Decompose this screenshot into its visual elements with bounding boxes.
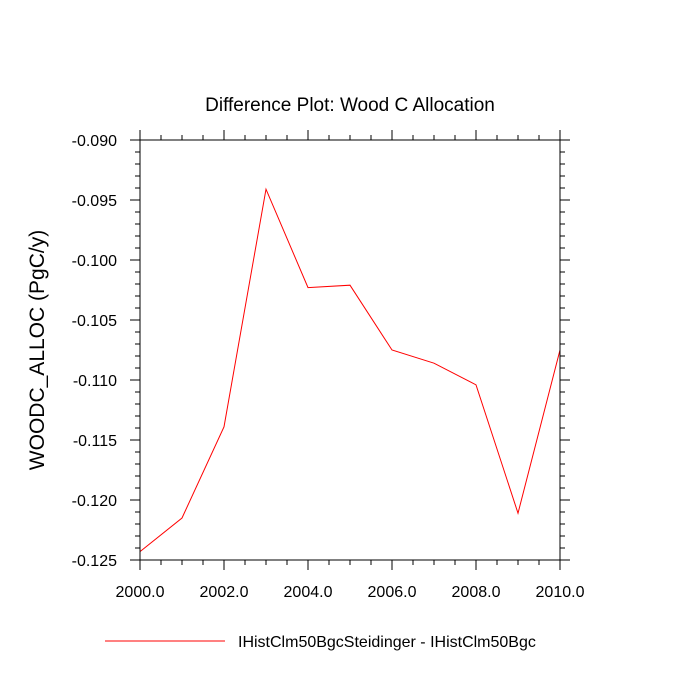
legend-label: IHistClm50BgcSteidinger - IHistClm50Bgc [238,634,536,651]
x-tick-label: 2010.0 [536,584,585,601]
y-tick-label: -0.120 [72,493,117,510]
x-tick-label: 2002.0 [200,584,249,601]
x-tick-label: 2004.0 [284,584,333,601]
x-tick-label: 2000.0 [116,584,165,601]
y-tick-label: -0.100 [72,253,117,270]
series-line [139,187,561,552]
chart-title: Difference Plot: Wood C Allocation [205,95,495,116]
x-tick-labels: 2000.0 2002.0 2004.0 2006.0 2008.0 2010.0 [116,584,585,601]
y-tick-label: -0.090 [72,133,117,150]
y-tick-label: -0.095 [72,193,117,210]
y-tick-labels: -0.090 -0.095 -0.100 -0.105 -0.110 -0.115 -0.1… [72,133,117,570]
minor-ticks [135,135,565,565]
y-tick-label: -0.125 [72,553,117,570]
y-axis-label: WOODC_ALLOC (PgC/y) [26,230,49,470]
y-tick-label: -0.105 [72,313,117,330]
series-lines [139,187,561,552]
y-tick-label: -0.110 [73,373,117,390]
major-ticks [130,130,570,570]
y-tick-label: -0.115 [73,433,117,450]
x-tick-label: 2006.0 [368,584,417,601]
x-tick-label: 2008.0 [452,584,501,601]
plot-frame [139,139,561,561]
legend: IHistClm50BgcSteidinger - IHistClm50Bgc [105,634,536,651]
